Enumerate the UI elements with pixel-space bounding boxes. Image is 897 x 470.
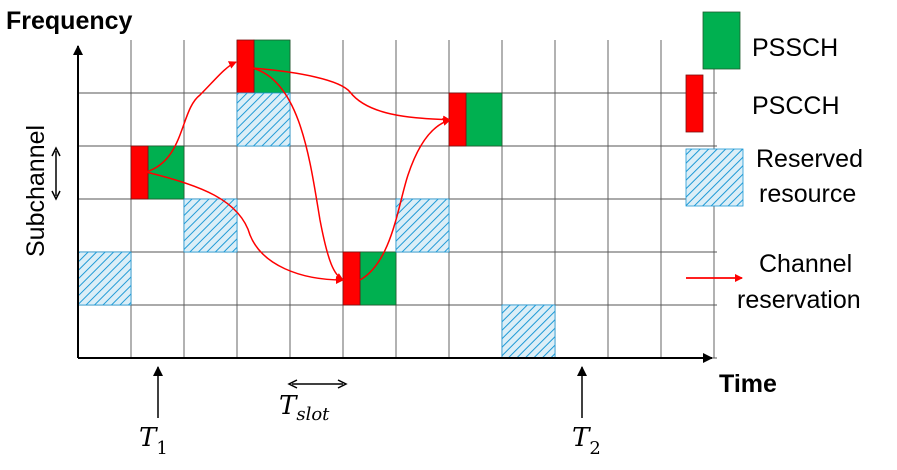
legend: PSSCH PSCCH Reserved resource Channel rese… bbox=[685, 11, 863, 314]
reservation-arrow bbox=[251, 67, 451, 124]
reserved-block bbox=[501, 304, 556, 359]
legend-reservation-label: Channel reservation bbox=[737, 250, 861, 314]
legend-reserved-label: Reserved resource bbox=[756, 145, 863, 208]
reservation-arrow bbox=[251, 67, 344, 281]
legend-reserved-swatch bbox=[685, 148, 744, 207]
pscch-block bbox=[130, 145, 149, 200]
legend-pssch-label: PSSCH bbox=[752, 34, 838, 62]
reserved-block bbox=[236, 92, 291, 147]
t1-label: T1 bbox=[139, 423, 168, 459]
t1-marker: T1 bbox=[139, 366, 168, 459]
subchannel-size-indicator bbox=[51, 146, 61, 201]
reserved-block bbox=[395, 198, 450, 253]
pscch-block bbox=[342, 251, 361, 306]
y-axis-title: Frequency bbox=[6, 7, 133, 35]
legend-pscch-swatch bbox=[685, 74, 704, 133]
legend-pscch-label: PSCCH bbox=[752, 92, 840, 120]
reservation-arrow bbox=[145, 61, 237, 173]
reservation-arrows bbox=[145, 61, 451, 284]
pssch-block bbox=[253, 39, 291, 94]
y-axis-label: Subchannel bbox=[22, 125, 50, 257]
reservation-arrow bbox=[145, 171, 344, 284]
reservation-arrow bbox=[359, 118, 451, 281]
legend-pssch-swatch bbox=[702, 11, 741, 70]
pscch-block bbox=[236, 39, 255, 94]
t2-label: T2 bbox=[572, 423, 601, 459]
slot-marker: Tslot bbox=[279, 379, 348, 425]
t2-marker: T2 bbox=[572, 366, 601, 459]
reserved-block bbox=[77, 251, 132, 306]
reserved-block bbox=[183, 198, 238, 253]
pssch-block bbox=[147, 145, 185, 200]
pscch-block bbox=[448, 92, 467, 147]
pssch-block bbox=[359, 251, 397, 306]
pssch-block bbox=[465, 92, 503, 147]
slot-label: Tslot bbox=[279, 391, 330, 425]
resource-blocks bbox=[77, 39, 556, 359]
x-axis-title: Time bbox=[719, 370, 777, 398]
